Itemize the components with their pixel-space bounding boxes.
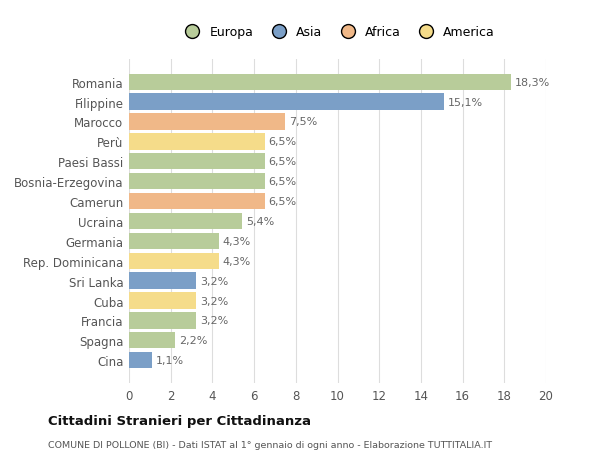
Text: 2,2%: 2,2% — [179, 336, 208, 346]
Text: 7,5%: 7,5% — [290, 117, 318, 127]
Bar — [129, 233, 218, 249]
Text: 6,5%: 6,5% — [269, 157, 297, 167]
Bar — [129, 174, 265, 190]
Legend: Europa, Asia, Africa, America: Europa, Asia, Africa, America — [178, 24, 497, 42]
Text: 6,5%: 6,5% — [269, 137, 297, 147]
Bar — [129, 194, 265, 210]
Bar — [129, 332, 175, 349]
Text: Cittadini Stranieri per Cittadinanza: Cittadini Stranieri per Cittadinanza — [48, 414, 311, 428]
Text: 3,2%: 3,2% — [200, 276, 228, 286]
Text: 6,5%: 6,5% — [269, 196, 297, 207]
Text: 4,3%: 4,3% — [223, 256, 251, 266]
Bar — [129, 273, 196, 289]
Text: 3,2%: 3,2% — [200, 316, 228, 326]
Bar — [129, 94, 444, 111]
Bar — [129, 293, 196, 309]
Bar — [129, 213, 242, 230]
Text: 5,4%: 5,4% — [246, 217, 274, 226]
Bar — [129, 74, 511, 91]
Bar — [129, 352, 152, 369]
Text: COMUNE DI POLLONE (BI) - Dati ISTAT al 1° gennaio di ogni anno - Elaborazione TU: COMUNE DI POLLONE (BI) - Dati ISTAT al 1… — [48, 441, 492, 449]
Bar — [129, 313, 196, 329]
Bar — [129, 253, 218, 269]
Text: 3,2%: 3,2% — [200, 296, 228, 306]
Bar — [129, 154, 265, 170]
Bar — [129, 114, 286, 130]
Bar — [129, 134, 265, 150]
Text: 18,3%: 18,3% — [515, 78, 550, 88]
Text: 15,1%: 15,1% — [448, 97, 483, 107]
Text: 1,1%: 1,1% — [156, 355, 184, 365]
Text: 4,3%: 4,3% — [223, 236, 251, 246]
Text: 6,5%: 6,5% — [269, 177, 297, 187]
